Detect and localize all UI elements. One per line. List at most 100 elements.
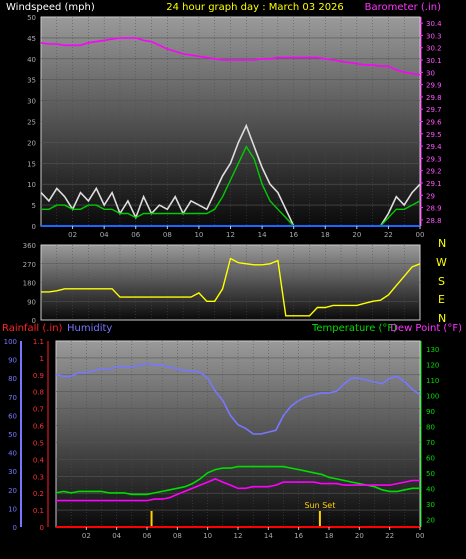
rainfall-tick-label: 0.1 xyxy=(33,507,44,515)
temperature-tick-label: 110 xyxy=(426,377,439,385)
temperature-x-axis-label: 16 xyxy=(294,532,303,540)
rainfall-tick-label: 0 xyxy=(40,524,44,532)
barometer-tick-label: 30.1 xyxy=(426,57,442,65)
direction-tick-label: 90 xyxy=(27,298,36,306)
wind-x-axis-label: 00 xyxy=(416,231,425,239)
wind-x-axis-label: 02 xyxy=(68,231,77,239)
temperature-tick-label: 40 xyxy=(426,485,435,493)
barometer-tick-label: 30 xyxy=(426,69,435,77)
humidity-tick-label: 100 xyxy=(4,338,17,346)
rainfall-tick-label: 0.6 xyxy=(33,423,45,431)
dewpoint-line xyxy=(56,478,420,502)
compass-label-s: S xyxy=(438,275,445,288)
windspeed-tick-label: 40 xyxy=(27,56,36,64)
wind-x-axis-label: 14 xyxy=(258,231,267,239)
windspeed-tick-label: 20 xyxy=(27,139,36,147)
temperature-tick-label: 20 xyxy=(426,516,435,524)
temperature-x-axis-label: 02 xyxy=(82,532,91,540)
barometer-tick-label: 29.6 xyxy=(426,119,442,127)
rainfall-tick-label: 0.4 xyxy=(33,456,45,464)
wind-x-axis-label: 20 xyxy=(352,231,361,239)
barometer-tick-label: 29.8 xyxy=(426,94,442,102)
wind-x-axis-label: 18 xyxy=(321,231,330,239)
windspeed-tick-label: 35 xyxy=(27,77,36,85)
temperature-x-axis-label: 22 xyxy=(385,532,394,540)
chart-marks: 0510152025303540455028.828.92929.129.229… xyxy=(4,14,443,540)
temperature-tick-label: 30 xyxy=(426,501,435,509)
humidity-tick-label: 50 xyxy=(8,431,17,439)
barometer-tick-label: 29.5 xyxy=(426,131,442,139)
barometer-tick-label: 30.3 xyxy=(426,32,442,40)
windspeed-tick-label: 0 xyxy=(32,223,36,231)
rainfall-tick-label: 1 xyxy=(40,355,44,363)
temperature-line xyxy=(55,465,420,496)
temperature-x-axis-label: 12 xyxy=(234,532,243,540)
direction-tick-label: 180 xyxy=(23,280,36,288)
temperature-tick-label: 80 xyxy=(426,423,435,431)
temperature-x-axis-label: 18 xyxy=(325,532,334,540)
windspeed-tick-label: 5 xyxy=(32,202,36,210)
windspeed-tick-label: 30 xyxy=(27,98,36,106)
compass-label-e: E xyxy=(438,293,445,306)
wind-x-axis-label: 22 xyxy=(384,231,393,239)
wind-x-axis-label: 04 xyxy=(100,231,109,239)
wind-x-axis-label: 16 xyxy=(289,231,298,239)
humidity-line xyxy=(55,362,421,435)
direction-tick-label: 270 xyxy=(23,261,36,269)
barometer-tick-label: 30.2 xyxy=(426,45,442,53)
compass-label-w: W xyxy=(436,256,447,269)
temperature-x-axis-label: 10 xyxy=(203,532,212,540)
rainfall-axis-title: Rainfall (.in) xyxy=(2,323,63,334)
temperature-x-axis-label: 04 xyxy=(112,532,121,540)
temperature-tick-label: 100 xyxy=(426,392,439,400)
rainfall-tick-label: 0.9 xyxy=(33,372,44,380)
rainfall-tick-label: 0.3 xyxy=(33,473,44,481)
chart-title: 24 hour graph day : March 03 2026 xyxy=(166,2,344,13)
temperature-axis-title: Temperature (°F) xyxy=(311,323,397,334)
direction-tick-label: 360 xyxy=(23,242,36,250)
windspeed-tick-label: 10 xyxy=(27,181,36,189)
temperature-x-axis-label: 06 xyxy=(143,532,152,540)
temperature-tick-label: 120 xyxy=(426,361,439,369)
barometer-axis-title: Barometer (.in) xyxy=(365,2,441,13)
humidity-tick-label: 60 xyxy=(8,412,17,420)
humidity-tick-label: 10 xyxy=(8,505,17,513)
windspeed-tick-label: 25 xyxy=(27,119,36,127)
temperature-x-axis-label: 08 xyxy=(173,532,182,540)
humidity-tick-label: 0 xyxy=(13,524,17,532)
temperature-tick-label: 50 xyxy=(426,470,435,478)
direction-tick-label: 0 xyxy=(32,317,36,325)
compass-label-n-bottom: N xyxy=(438,312,446,325)
barometer-tick-label: 28.8 xyxy=(426,217,442,225)
barometer-tick-label: 29.3 xyxy=(426,155,442,163)
windspeed-tick-label: 45 xyxy=(27,35,36,43)
humidity-tick-label: 90 xyxy=(8,357,17,365)
wind-x-axis-label: 12 xyxy=(226,231,235,239)
temperature-tick-label: 70 xyxy=(426,439,435,447)
barometer-tick-label: 30.4 xyxy=(426,20,442,28)
wind-x-axis-label: 08 xyxy=(163,231,172,239)
wind-direction-line xyxy=(41,257,421,317)
temperature-tick-label: 60 xyxy=(426,454,435,462)
dewpoint-axis-title: Dew Point (°F) xyxy=(390,323,462,334)
windspeed-axis-title: Windspeed (mph) xyxy=(6,2,95,13)
wind-x-axis-label: 06 xyxy=(131,231,140,239)
compass-label-n-top: N xyxy=(438,237,446,250)
temperature-x-axis-label: 14 xyxy=(264,532,273,540)
rainfall-tick-label: 0.2 xyxy=(33,490,44,498)
barometer-tick-label: 29.2 xyxy=(426,168,442,176)
barometer-tick-label: 28.9 xyxy=(426,205,442,213)
humidity-tick-label: 20 xyxy=(8,487,17,495)
humidity-tick-label: 40 xyxy=(8,450,17,458)
sunset-label: Sun Set xyxy=(304,501,335,510)
barometer-tick-label: 29 xyxy=(426,192,435,200)
barometer-tick-label: 29.1 xyxy=(426,180,442,188)
windspeed-tick-label: 50 xyxy=(27,14,36,22)
temperature-x-axis-label: 20 xyxy=(355,532,364,540)
temperature-tick-label: 130 xyxy=(426,346,439,354)
temperature-x-axis-label: 00 xyxy=(416,532,425,540)
barometer-tick-label: 29.9 xyxy=(426,82,442,90)
humidity-tick-label: 70 xyxy=(8,394,17,402)
